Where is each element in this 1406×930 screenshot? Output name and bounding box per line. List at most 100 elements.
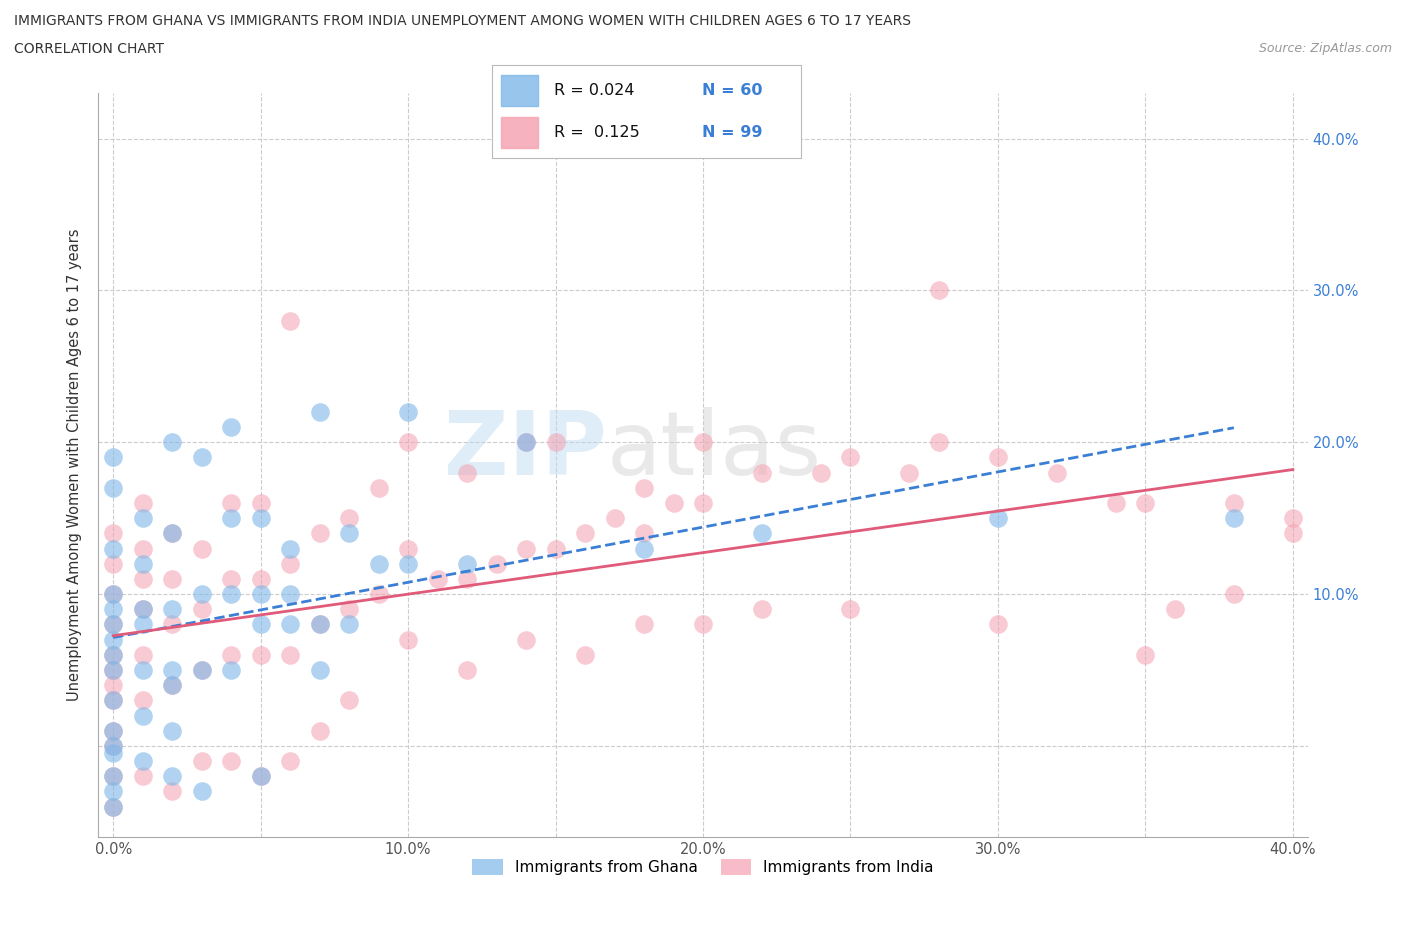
Point [337,693,360,708]
Point [1135,496,1157,511]
Legend: Immigrants from Ghana, Immigrants from India: Immigrants from Ghana, Immigrants from I… [465,853,941,882]
Point [692,435,714,450]
Point [249,769,271,784]
Point [219,587,242,602]
Point [101,662,124,677]
Point [751,525,773,540]
Point [131,769,153,784]
Point [101,450,124,465]
Text: ZIP: ZIP [443,406,606,494]
Point [928,435,950,450]
Text: N = 99: N = 99 [703,125,763,140]
Point [308,617,330,631]
Point [160,617,183,631]
Point [751,602,773,617]
Point [160,602,183,617]
Point [101,556,124,571]
Text: IMMIGRANTS FROM GHANA VS IMMIGRANTS FROM INDIA UNEMPLOYMENT AMONG WOMEN WITH CHI: IMMIGRANTS FROM GHANA VS IMMIGRANTS FROM… [14,14,911,28]
Point [633,525,655,540]
Point [278,617,301,631]
Y-axis label: Unemployment Among Women with Children Ages 6 to 17 years: Unemployment Among Women with Children A… [67,229,83,701]
Point [101,647,124,662]
Point [101,746,124,761]
Point [101,678,124,693]
Point [337,525,360,540]
Point [101,769,124,784]
Point [160,435,183,450]
Point [101,647,124,662]
Point [190,450,212,465]
Point [987,511,1010,525]
Text: N = 60: N = 60 [703,83,763,98]
Point [633,480,655,495]
Point [101,769,124,784]
Point [160,662,183,677]
Point [101,799,124,814]
Point [456,556,478,571]
Point [190,541,212,556]
Point [810,465,832,480]
Point [662,496,685,511]
Point [337,602,360,617]
Point [1135,647,1157,662]
Point [1282,525,1305,540]
Point [219,662,242,677]
Point [544,435,567,450]
Point [367,556,389,571]
Text: CORRELATION CHART: CORRELATION CHART [14,42,165,56]
Point [131,647,153,662]
Text: R = 0.024: R = 0.024 [554,83,634,98]
Point [1223,587,1246,602]
Point [249,511,271,525]
Point [160,571,183,586]
Point [278,313,301,328]
Point [160,678,183,693]
Text: R =  0.125: R = 0.125 [554,125,640,140]
Point [219,571,242,586]
Point [396,556,419,571]
Point [131,496,153,511]
Point [160,678,183,693]
Point [574,525,596,540]
Point [367,480,389,495]
Point [131,662,153,677]
Point [131,617,153,631]
Point [456,662,478,677]
Point [308,525,330,540]
Point [1282,511,1305,525]
Point [131,511,153,525]
Point [160,769,183,784]
Point [987,450,1010,465]
Point [131,571,153,586]
Point [515,541,537,556]
Point [101,784,124,799]
Point [131,602,153,617]
Point [426,571,449,586]
Point [278,587,301,602]
Point [131,708,153,723]
Point [396,632,419,647]
Point [692,617,714,631]
Point [160,525,183,540]
Point [101,587,124,602]
Point [101,602,124,617]
Point [278,541,301,556]
Bar [502,75,538,106]
Text: Source: ZipAtlas.com: Source: ZipAtlas.com [1258,42,1392,55]
Point [633,617,655,631]
Point [485,556,508,571]
Point [219,753,242,768]
Point [396,435,419,450]
Point [367,587,389,602]
Point [308,724,330,738]
Point [101,693,124,708]
Point [160,525,183,540]
Point [278,556,301,571]
Point [190,784,212,799]
Point [1223,496,1246,511]
Point [101,617,124,631]
Point [101,480,124,495]
Point [101,738,124,753]
Point [219,419,242,434]
Point [574,647,596,662]
